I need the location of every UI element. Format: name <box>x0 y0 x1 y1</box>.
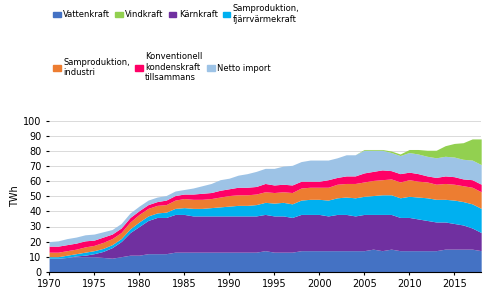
Legend: Vattenkraft, Vindkraft, Kärnkraft, Samproduktion,
fjärrvärmekraft: Vattenkraft, Vindkraft, Kärnkraft, Sampr… <box>53 4 300 24</box>
Legend: Samproduktion,
industri, Konventionell
kondenskraft
tillsammans, Netto import: Samproduktion, industri, Konventionell k… <box>53 53 271 82</box>
Y-axis label: TWh: TWh <box>10 185 20 207</box>
